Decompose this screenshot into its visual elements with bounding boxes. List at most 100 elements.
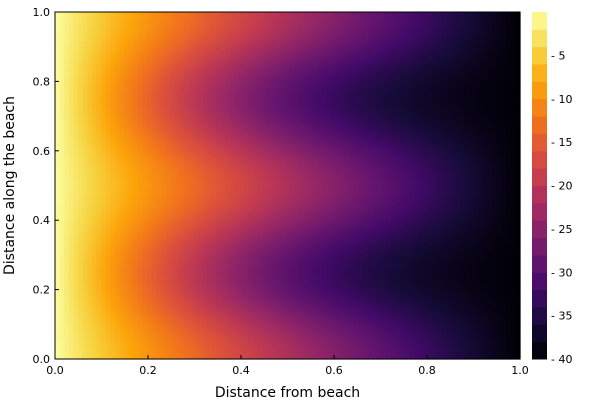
heatmap-cell	[211, 334, 217, 339]
heatmap-cell	[147, 235, 153, 240]
heatmap-cell	[496, 304, 503, 309]
heatmap-cell	[220, 300, 226, 305]
heatmap-cell	[326, 334, 332, 339]
heatmap-cell	[418, 204, 424, 209]
heatmap-cell	[312, 211, 319, 216]
heatmap-cell	[165, 238, 171, 243]
heatmap-cell	[501, 297, 507, 302]
heatmap-cell	[82, 352, 88, 357]
heatmap-cell	[437, 255, 443, 260]
heatmap-cell	[156, 300, 162, 305]
heatmap-cell	[239, 352, 245, 357]
heatmap-cell	[469, 283, 475, 288]
heatmap-cell	[128, 276, 134, 281]
heatmap-cell	[165, 352, 171, 357]
heatmap-cell	[492, 341, 498, 346]
heatmap-cell	[151, 238, 157, 243]
heatmap-cell	[68, 235, 75, 240]
heatmap-cell	[506, 307, 512, 312]
heatmap-cell	[248, 245, 254, 250]
heatmap-cell	[216, 328, 222, 333]
heatmap-cell	[432, 249, 438, 254]
heatmap-cell	[262, 235, 268, 240]
heatmap-cell	[414, 190, 420, 195]
heatmap-cell	[82, 290, 88, 295]
heatmap-cell	[183, 352, 190, 357]
heatmap-cell	[225, 317, 231, 322]
heatmap-cell	[312, 255, 319, 260]
heatmap-cell	[174, 304, 180, 309]
heatmap-cell	[225, 279, 231, 285]
heatmap-cell	[510, 197, 516, 202]
heatmap-cell	[124, 334, 130, 339]
heatmap-cell	[243, 276, 249, 281]
heatmap-cell	[345, 304, 351, 309]
heatmap-cell	[414, 225, 420, 230]
heatmap-cell	[206, 355, 213, 360]
heatmap-cell	[147, 259, 153, 264]
heatmap-cell	[82, 255, 88, 260]
heatmap-cell	[418, 276, 424, 281]
heatmap-cell	[197, 235, 203, 240]
heatmap-cell	[275, 225, 282, 230]
heatmap-cell	[317, 221, 323, 226]
heatmap-cell	[331, 273, 337, 278]
heatmap-cell	[197, 290, 203, 295]
heatmap-cell	[381, 273, 388, 278]
heatmap-cell	[147, 352, 153, 357]
heatmap-cell	[55, 255, 61, 260]
heatmap-cell	[243, 279, 249, 285]
heatmap-cell	[510, 314, 516, 319]
heatmap-cell	[206, 194, 213, 199]
heatmap-cell	[363, 276, 369, 281]
heatmap-cell	[188, 314, 194, 319]
heatmap-cell	[114, 221, 121, 226]
heatmap-cell	[73, 317, 79, 322]
heatmap-cell	[496, 214, 503, 219]
heatmap-cell	[303, 200, 309, 205]
heatmap-cell	[427, 283, 434, 288]
heatmap-cell	[68, 273, 75, 278]
heatmap-cell	[165, 279, 171, 285]
heatmap-cell	[257, 245, 263, 250]
heatmap-cell	[303, 204, 309, 209]
heatmap-cell	[174, 207, 180, 212]
heatmap-cell	[243, 204, 249, 209]
heatmap-cell	[340, 197, 346, 202]
heatmap-cell	[179, 352, 185, 357]
heatmap-cell	[478, 352, 484, 357]
heatmap-cell	[239, 334, 245, 339]
heatmap-cell	[469, 293, 475, 298]
heatmap-cell	[400, 211, 406, 216]
heatmap-cell	[404, 190, 411, 195]
heatmap-cell	[414, 211, 420, 216]
heatmap-cell	[64, 328, 70, 333]
heatmap-cell	[294, 204, 300, 209]
heatmap-cell	[252, 273, 259, 278]
heatmap-cell	[160, 194, 167, 199]
heatmap-cell	[262, 341, 268, 346]
heatmap-cell	[299, 231, 305, 236]
heatmap-cell	[391, 204, 397, 209]
heatmap-cell	[128, 187, 134, 192]
heatmap-cell	[432, 314, 438, 319]
heatmap-cell	[478, 207, 484, 212]
heatmap-cell	[381, 194, 388, 199]
heatmap-cell	[220, 197, 226, 202]
heatmap-cell	[78, 345, 84, 350]
heatmap-cell	[289, 276, 295, 281]
heatmap-cell	[73, 276, 79, 281]
heatmap-cell	[248, 286, 254, 291]
heatmap-cell	[354, 190, 360, 195]
heatmap-cell	[87, 218, 93, 223]
heatmap-cell	[216, 187, 222, 192]
heatmap-cell	[179, 321, 185, 326]
heatmap-cell	[280, 293, 286, 298]
heatmap-cell	[506, 352, 512, 357]
heatmap-cell	[188, 300, 194, 305]
heatmap-cell	[188, 231, 194, 236]
heatmap-cell	[266, 348, 272, 353]
heatmap-cell	[317, 218, 323, 223]
heatmap-cell	[400, 231, 406, 236]
heatmap-cell	[335, 211, 342, 216]
